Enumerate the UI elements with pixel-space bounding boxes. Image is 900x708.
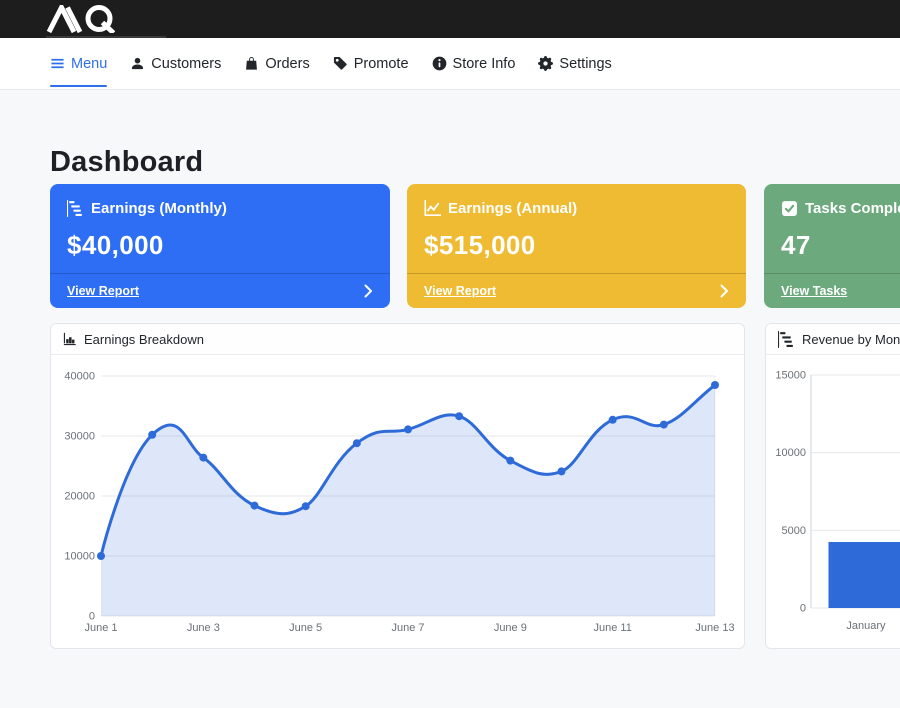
svg-text:June 13: June 13: [695, 622, 734, 634]
nav-item-label: Settings: [559, 55, 612, 72]
nav-item-label: Store Info: [452, 55, 516, 72]
nav-item-label: Customers: [151, 55, 222, 72]
svg-text:15000: 15000: [775, 370, 806, 382]
nav-item-label: Promote: [353, 55, 409, 72]
page-title: Dashboard: [50, 146, 204, 178]
svg-text:June 11: June 11: [594, 622, 632, 634]
stat-card-title-text: Tasks Completed: [805, 200, 900, 217]
stat-card-link-earnings-monthly[interactable]: View Report: [67, 284, 140, 298]
revenue-by-month-card: Revenue by Month 0 5000 10000 15000 January: [765, 323, 900, 649]
svg-text:20000: 20000: [64, 491, 95, 503]
line-chart-canvas[interactable]: 0 10000 20000 30000 40000 June 1 June 3 June 5 J…: [51, 356, 744, 648]
svg-text:10000: 10000: [64, 551, 95, 563]
stat-card-value: $515,000: [424, 230, 536, 260]
nav-item-store-info[interactable]: Store Info: [432, 38, 516, 89]
stat-card-footer: View Report: [407, 273, 746, 308]
bar-chart-steps-icon: [67, 200, 84, 217]
stat-card-footer: View Tasks: [764, 273, 900, 308]
nav-item-customers[interactable]: Customers: [130, 38, 221, 89]
stat-card-link-earnings-annual[interactable]: View Report: [424, 284, 497, 298]
revenue-by-month-header: Revenue by Month: [766, 324, 900, 355]
check-square-icon: [781, 200, 798, 217]
topbar: [0, 0, 900, 38]
stat-card-earnings-annual: Earnings (Annual) $515,000 View Report: [407, 184, 746, 308]
stat-card-earnings-monthly: Earnings (Monthly) $40,000 View Report: [50, 184, 390, 308]
mq-logo-icon: [46, 5, 138, 33]
gear-icon: [538, 56, 554, 71]
stat-card-title: Earnings (Monthly): [50, 184, 390, 217]
nav-item-menu[interactable]: Menu: [50, 38, 108, 89]
nav-items: Menu Customers Orders Promote Store Info Sett…: [50, 38, 612, 89]
svg-text:June 3: June 3: [187, 622, 220, 634]
line-graph-icon: [424, 200, 441, 217]
chevron-right-icon: [720, 284, 729, 298]
svg-text:30000: 30000: [64, 431, 95, 443]
earnings-breakdown-title: Earnings Breakdown: [84, 331, 204, 347]
stat-card-title: Earnings (Annual): [407, 184, 746, 217]
svg-text:June 7: June 7: [391, 622, 424, 634]
nav-item-orders[interactable]: Orders: [244, 38, 310, 89]
stat-card-link-tasks-completed[interactable]: View Tasks: [781, 284, 848, 298]
stat-card-title: Tasks Completed: [764, 184, 900, 217]
svg-text:0: 0: [89, 611, 95, 623]
stat-card-tasks-completed: Tasks Completed 47 View Tasks: [764, 184, 900, 308]
nav-item-promote[interactable]: Promote: [333, 38, 409, 89]
nav-item-label: Orders: [265, 55, 310, 72]
stat-card-footer: View Report: [50, 273, 390, 308]
info-icon: [432, 56, 447, 71]
bar-chart-steps-icon: [778, 330, 795, 348]
svg-text:June 5: June 5: [289, 622, 322, 634]
person-icon: [130, 56, 145, 71]
tag-icon: [333, 56, 348, 71]
earnings-breakdown-header: Earnings Breakdown: [51, 324, 744, 355]
brand-logo[interactable]: [46, 3, 166, 38]
stat-card-value: 47: [781, 230, 811, 260]
svg-text:June 1: June 1: [84, 622, 117, 634]
nav-item-label: Menu: [71, 55, 108, 72]
svg-text:0: 0: [800, 603, 806, 615]
hamburger-icon: [50, 56, 65, 71]
stat-card-value: $40,000: [67, 230, 164, 260]
svg-text:10000: 10000: [775, 447, 806, 459]
earnings-breakdown-card: Earnings Breakdown 0 10000 20000 30000 40000…: [50, 323, 745, 649]
bar-chart-fill-icon: [63, 332, 77, 346]
svg-text:January: January: [846, 620, 886, 632]
svg-text:June 9: June 9: [494, 622, 527, 634]
chevron-right-icon: [364, 284, 373, 298]
bar-chart-canvas[interactable]: 0 5000 10000 15000 January: [766, 356, 900, 648]
main-nav: Menu Customers Orders Promote Store Info Sett…: [0, 38, 900, 90]
revenue-by-month-title: Revenue by Month: [802, 331, 900, 347]
svg-text:40000: 40000: [64, 371, 95, 383]
stat-card-title-text: Earnings (Annual): [448, 200, 578, 217]
stat-card-title-text: Earnings (Monthly): [91, 200, 227, 217]
nav-item-settings[interactable]: Settings: [538, 38, 612, 89]
bag-icon: [244, 56, 259, 71]
svg-text:5000: 5000: [782, 525, 806, 537]
